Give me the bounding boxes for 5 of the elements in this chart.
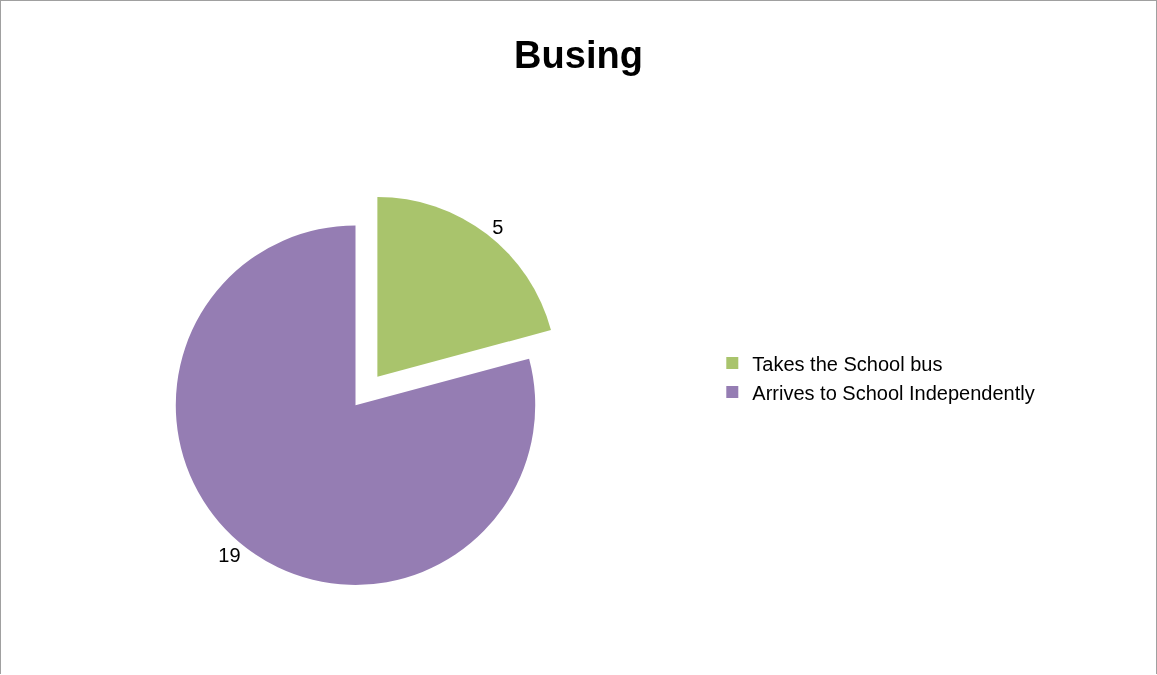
data-label: 19 [218,543,241,566]
data-label: 5 [492,216,504,239]
chart-title: Busing [514,33,643,76]
legend-label: Arrives to School Independently [752,381,1035,404]
legend-label: Takes the School bus [752,352,943,375]
